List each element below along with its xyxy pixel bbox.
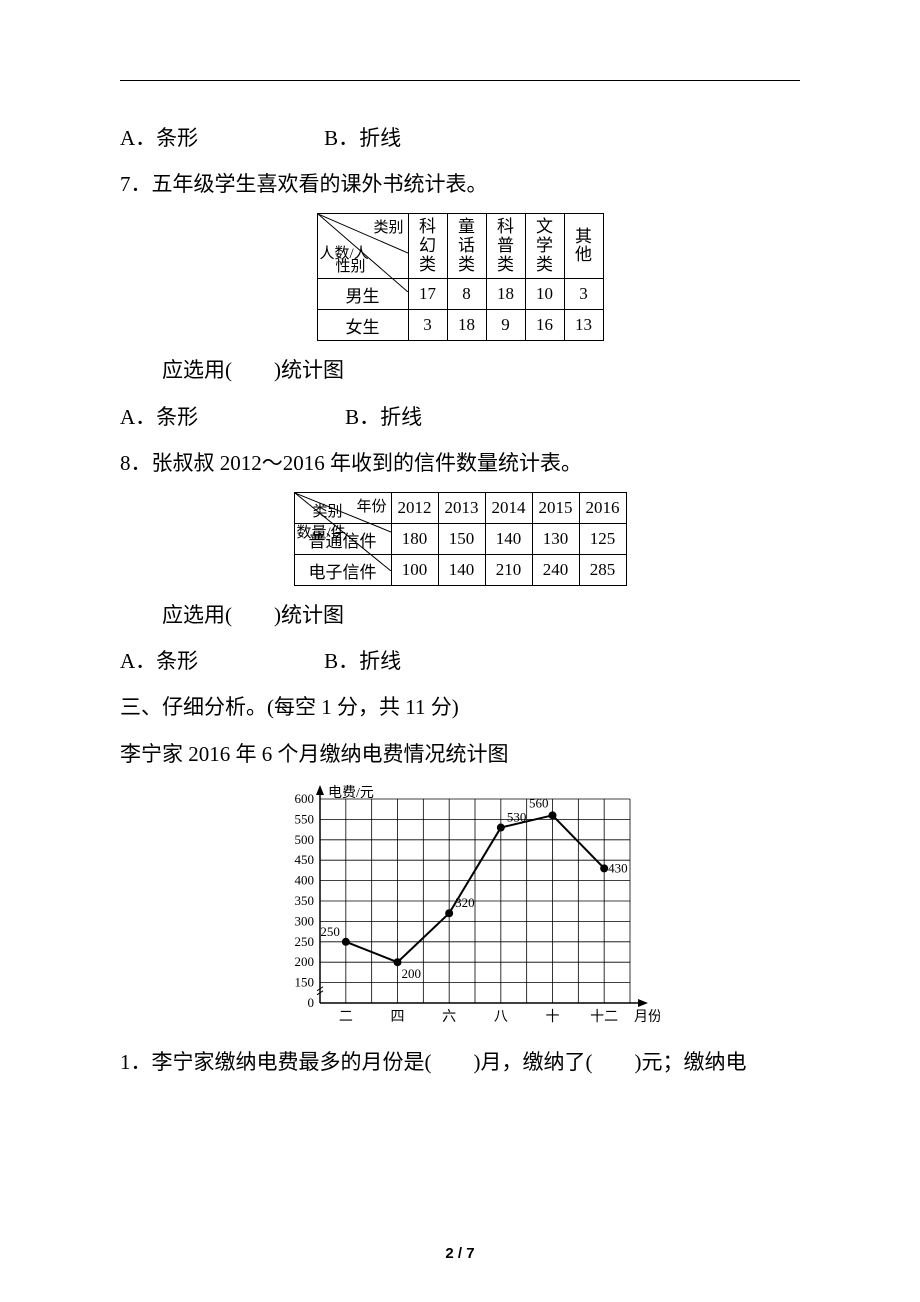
svg-text:600: 600 xyxy=(295,791,315,806)
col-header: 2015 xyxy=(532,493,579,524)
svg-text:二: 二 xyxy=(339,1010,353,1025)
option-a-text: A．条形 xyxy=(120,649,198,673)
cell: 18 xyxy=(447,310,486,341)
svg-text:十: 十 xyxy=(546,1009,560,1025)
q7-table-wrap: 类别 人数/人 性别 科幻类 童话类 科普类 文学类 其他 男生 17 8 18… xyxy=(120,213,800,341)
table-row: 女生 3 18 9 16 13 xyxy=(317,310,603,341)
option-a-text: A．条形 xyxy=(120,405,198,429)
cell: 18 xyxy=(486,279,525,310)
q7-table: 类别 人数/人 性别 科幻类 童话类 科普类 文学类 其他 男生 17 8 18… xyxy=(317,213,604,341)
svg-text:560: 560 xyxy=(529,795,549,810)
svg-text:0: 0 xyxy=(308,995,315,1010)
svg-text:500: 500 xyxy=(295,832,315,847)
svg-text:四: 四 xyxy=(391,1010,405,1025)
header-rule xyxy=(120,80,800,81)
option-b-text: B．折线 xyxy=(345,405,422,429)
diag-top: 年份 xyxy=(356,495,386,516)
option-a-text: A．条形 xyxy=(120,126,198,150)
electricity-line-chart: 0 150 200 250 300 350 400 450 500 550 600 二 四 六 八 十 十二月份… xyxy=(260,781,660,1031)
svg-text:200: 200 xyxy=(295,954,315,969)
q8-table: 年份 数量/件 类别 2012 2013 2014 2015 2016 普通信件… xyxy=(294,492,627,586)
svg-text:八: 八 xyxy=(494,1010,508,1025)
cell: 285 xyxy=(579,555,626,586)
chart-wrap: 0 150 200 250 300 350 400 450 500 550 600 二 四 六 八 十 十二月份… xyxy=(120,781,800,1031)
cell: 10 xyxy=(525,279,564,310)
q8-options: A．条形 B．折线 xyxy=(120,638,800,684)
svg-text:十二: 十二 xyxy=(590,1009,618,1025)
col-header: 2013 xyxy=(438,493,485,524)
cell: 130 xyxy=(532,524,579,555)
svg-text:150: 150 xyxy=(295,974,315,989)
q8-table-wrap: 年份 数量/件 类别 2012 2013 2014 2015 2016 普通信件… xyxy=(120,492,800,586)
cell: 125 xyxy=(579,524,626,555)
table-row: 电子信件 100 140 210 240 285 xyxy=(294,555,626,586)
cell: 140 xyxy=(438,555,485,586)
q8-diag-header: 年份 数量/件 类别 xyxy=(294,493,391,524)
q-after-chart: 1．李宁家缴纳电费最多的月份是( )月，缴纳了( )元；缴纳电 xyxy=(120,1039,800,1085)
col-header: 童话类 xyxy=(447,214,486,279)
q6-option-a: A．条形 B．折线 xyxy=(120,115,800,161)
svg-text:电费/元: 电费/元 xyxy=(328,785,374,801)
table-row: 年份 数量/件 类别 2012 2013 2014 2015 2016 xyxy=(294,493,626,524)
col-header: 其他 xyxy=(564,214,603,279)
cell: 210 xyxy=(485,555,532,586)
table-row: 类别 人数/人 性别 科幻类 童话类 科普类 文学类 其他 xyxy=(317,214,603,279)
q8-title: 8．张叔叔 2012～2016 年收到的信件数量统计表。 xyxy=(120,440,800,486)
page-number: 2 / 7 xyxy=(0,1245,920,1262)
cell: 100 xyxy=(391,555,438,586)
row-label: 普通信件 xyxy=(294,524,391,555)
svg-text:六: 六 xyxy=(442,1009,456,1025)
svg-text:200: 200 xyxy=(402,966,422,981)
col-header: 文学类 xyxy=(525,214,564,279)
svg-text:430: 430 xyxy=(608,860,628,875)
row-label: 电子信件 xyxy=(294,555,391,586)
row-label: 男生 xyxy=(317,279,408,310)
row-label: 女生 xyxy=(317,310,408,341)
col-header: 科普类 xyxy=(486,214,525,279)
cell: 3 xyxy=(564,279,603,310)
q7-title: 7．五年级学生喜欢看的课外书统计表。 xyxy=(120,161,800,207)
cell: 13 xyxy=(564,310,603,341)
table-row: 普通信件 180 150 140 130 125 xyxy=(294,524,626,555)
section3-heading: 三、仔细分析。(每空 1 分，共 11 分) xyxy=(120,684,800,730)
svg-text:300: 300 xyxy=(295,913,315,928)
option-b-text: B．折线 xyxy=(324,649,401,673)
cell: 240 xyxy=(532,555,579,586)
svg-text:月份: 月份 xyxy=(634,1009,660,1025)
table-row: 男生 17 8 18 10 3 xyxy=(317,279,603,310)
svg-text:320: 320 xyxy=(455,895,475,910)
cell: 140 xyxy=(485,524,532,555)
cell: 150 xyxy=(438,524,485,555)
svg-text:550: 550 xyxy=(295,811,315,826)
q7-diag-header: 类别 人数/人 性别 xyxy=(317,214,408,279)
cell: 180 xyxy=(391,524,438,555)
q8-prompt: 应选用( )统计图 xyxy=(120,592,800,638)
col-header: 2014 xyxy=(485,493,532,524)
q7-options: A．条形 B．折线 xyxy=(120,394,800,440)
svg-text:400: 400 xyxy=(295,872,315,887)
col-header: 2016 xyxy=(579,493,626,524)
svg-text:350: 350 xyxy=(295,893,315,908)
diag-bottom: 类别 xyxy=(313,500,343,521)
diag-bottom: 性别 xyxy=(336,255,366,276)
cell: 16 xyxy=(525,310,564,341)
cell: 3 xyxy=(408,310,447,341)
svg-text:250: 250 xyxy=(295,934,315,949)
col-header: 科幻类 xyxy=(408,214,447,279)
cell: 8 xyxy=(447,279,486,310)
cell: 17 xyxy=(408,279,447,310)
diag-top: 类别 xyxy=(373,216,403,237)
col-header: 2012 xyxy=(391,493,438,524)
option-b-text: B．折线 xyxy=(324,126,401,150)
chart-title: 李宁家 2016 年 6 个月缴纳电费情况统计图 xyxy=(120,731,800,777)
cell: 9 xyxy=(486,310,525,341)
svg-text:250: 250 xyxy=(320,924,340,939)
svg-text:530: 530 xyxy=(507,809,527,824)
q7-prompt: 应选用( )统计图 xyxy=(120,347,800,393)
svg-text:450: 450 xyxy=(295,852,315,867)
